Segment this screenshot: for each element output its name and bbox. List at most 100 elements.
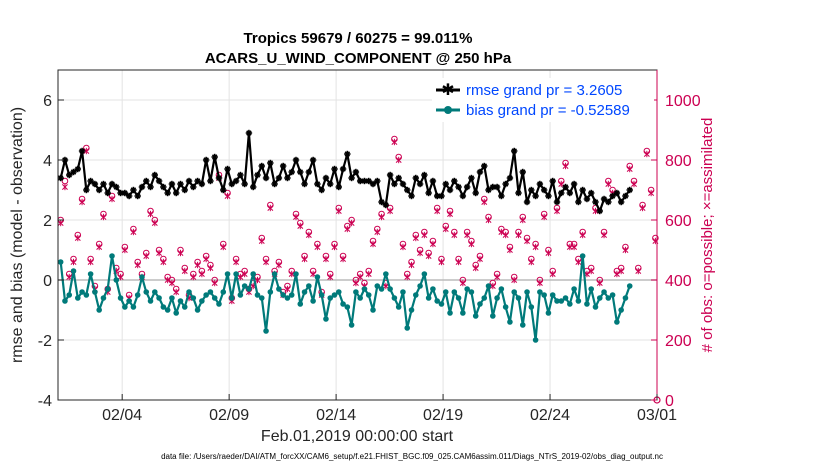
assimilated-obs-point — [134, 261, 141, 269]
assimilated-obs-point — [117, 273, 124, 281]
y-ticks-left: -4 -2 0 2 4 6 — [38, 93, 64, 410]
rmse-point — [468, 174, 475, 182]
bias-point — [472, 313, 479, 319]
bias-point — [57, 259, 64, 265]
bias-point — [404, 325, 411, 331]
assimilated-obs-point — [224, 192, 231, 200]
legend-rmse-label: rmse grand pr = 3.2605 — [466, 82, 622, 99]
assimilated-obs-point — [305, 231, 312, 239]
assimilated-obs-point — [151, 219, 158, 227]
bias-point — [614, 319, 620, 325]
bias-point — [618, 307, 624, 313]
assimilated-obs-point — [459, 279, 466, 287]
assimilated-obs-point — [643, 150, 650, 158]
bias-point — [468, 289, 475, 295]
assimilated-obs-point — [425, 252, 432, 260]
rmse-point — [168, 180, 176, 188]
bias-point — [327, 295, 334, 301]
assimilated-obs-point — [327, 273, 334, 281]
bias-point — [532, 337, 539, 343]
rmse-point — [164, 189, 171, 197]
rmse-point — [66, 171, 73, 179]
bias-point — [528, 304, 535, 310]
bias-point — [87, 271, 94, 277]
assimilated-obs-point — [502, 231, 509, 239]
rmse-point — [391, 180, 398, 188]
rmse-point — [339, 165, 347, 173]
bias-point — [421, 271, 428, 277]
bias-point — [62, 298, 68, 304]
rmse-point — [588, 189, 595, 197]
rmse-point — [113, 183, 120, 191]
assimilated-obs-point — [168, 279, 175, 287]
rmse-point — [609, 192, 616, 200]
assimilated-obs-point — [263, 258, 269, 266]
bias-point — [241, 283, 248, 289]
bias-point — [203, 292, 209, 298]
bias-point — [276, 286, 282, 292]
bias-point — [451, 289, 458, 295]
bias-point — [442, 289, 449, 295]
assimilated-obs-point — [160, 258, 167, 266]
bias-point — [562, 295, 569, 301]
assimilated-obs-point — [203, 255, 210, 263]
rmse-point — [305, 168, 313, 176]
rmse-point — [472, 189, 479, 197]
bias-point — [216, 301, 222, 307]
assimilated-obs-point — [164, 276, 171, 284]
bias-point — [100, 295, 107, 301]
assimilated-obs-point — [194, 261, 201, 269]
rmse-point — [451, 177, 458, 185]
assimilated-obs-point — [477, 255, 483, 263]
bias-point — [301, 289, 308, 295]
assimilated-obs-point — [100, 213, 107, 221]
assimilated-obs-point — [575, 258, 582, 266]
rmse-point — [335, 183, 342, 191]
assimilated-obs-point — [352, 279, 359, 287]
assimilated-obs-point — [61, 183, 68, 191]
y-tick-label: 2 — [43, 213, 52, 230]
bias-point — [387, 286, 393, 292]
bias-point — [490, 313, 496, 319]
rmse-point — [476, 168, 484, 176]
rmse-point — [562, 183, 569, 191]
rmse-point — [155, 177, 163, 185]
bias-point — [596, 295, 603, 301]
assimilated-obs-point — [370, 240, 376, 248]
bias-point — [584, 301, 590, 307]
assimilated-obs-point — [198, 270, 205, 278]
bias-point — [365, 292, 372, 298]
rmse-point — [215, 174, 223, 182]
assimilated-obs-point — [519, 216, 526, 224]
rmse-point — [395, 174, 402, 182]
assimilated-obs-point — [417, 249, 424, 257]
bias-point — [117, 295, 124, 301]
bias-point — [96, 307, 102, 313]
bias-point — [79, 289, 85, 295]
y-tick-label: -4 — [38, 393, 52, 410]
assimilated-obs-point — [571, 243, 578, 251]
assimilated-obs-point — [310, 270, 317, 278]
bias-point — [160, 304, 167, 310]
assimilated-obs-point — [314, 243, 321, 251]
rmse-point — [348, 174, 355, 182]
bias-point — [485, 283, 492, 289]
rmse-point — [378, 198, 385, 206]
legend-rmse-marker: ✱ — [441, 80, 454, 99]
assimilated-obs-point — [588, 267, 595, 275]
rmse-point — [416, 180, 424, 188]
rmse-point — [365, 177, 372, 185]
assimilated-obs-point — [549, 270, 556, 278]
y-right-tick-label: 600 — [665, 213, 692, 230]
assimilated-obs-point — [613, 270, 620, 278]
bias-point — [267, 289, 274, 295]
rmse-point — [228, 180, 236, 188]
bias-point — [460, 310, 466, 316]
bias-point — [400, 289, 406, 295]
bias-point — [498, 286, 505, 292]
assimilated-obs-point — [335, 207, 342, 215]
legend-box — [432, 78, 654, 122]
rmse-point — [104, 189, 111, 197]
bias-point — [588, 286, 595, 292]
